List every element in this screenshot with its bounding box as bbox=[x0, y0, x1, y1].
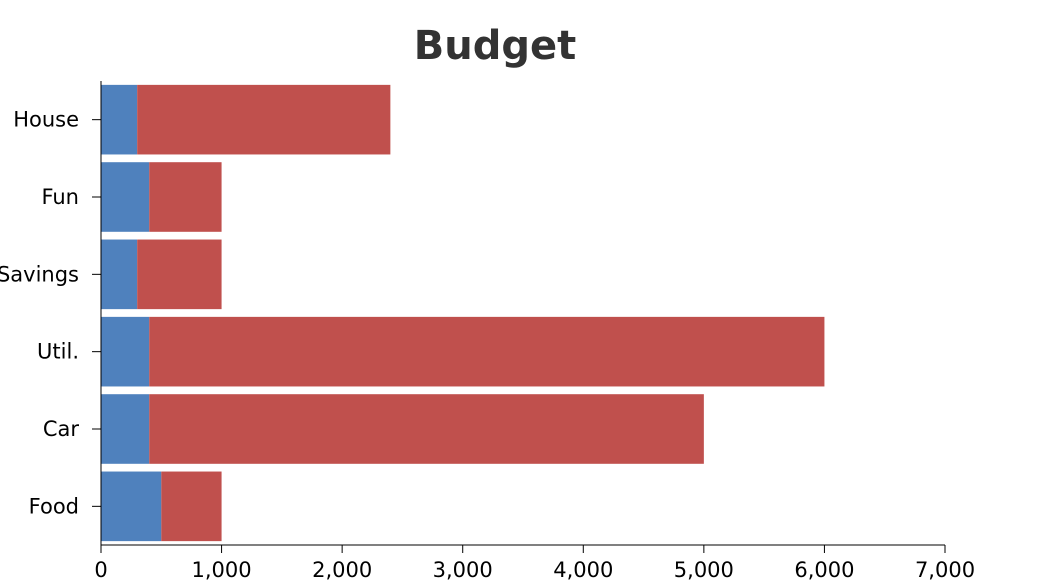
x-axis: 0 1,000 2,000 3,000 4,000 5,000 6,000 7,000 bbox=[94, 544, 975, 582]
bar-house-segment-2 bbox=[137, 84, 391, 155]
bar-car-segment-1 bbox=[101, 394, 150, 464]
bar-fun-segment-2 bbox=[149, 162, 222, 232]
x-tick-label: 1,000 bbox=[192, 558, 252, 582]
x-tick-label: 4,000 bbox=[553, 558, 613, 582]
bar-food-segment-2 bbox=[161, 471, 222, 542]
x-tick-label: 3,000 bbox=[433, 558, 493, 582]
bar-util-segment-1 bbox=[101, 316, 150, 387]
bar-savings-segment-1 bbox=[101, 239, 138, 310]
y-tick-label: Fun bbox=[41, 185, 79, 209]
x-tick-label: 7,000 bbox=[915, 558, 975, 582]
y-tick-label: Car bbox=[43, 417, 80, 441]
y-tick-label: Util. bbox=[37, 340, 79, 364]
y-tick-label: House bbox=[13, 108, 79, 132]
bar-house-segment-1 bbox=[101, 84, 138, 155]
x-tick-label: 5,000 bbox=[674, 558, 734, 582]
bars-group bbox=[101, 84, 825, 542]
x-tick-label: 6,000 bbox=[794, 558, 854, 582]
chart-title: Budget bbox=[414, 23, 576, 69]
bar-savings-segment-2 bbox=[137, 239, 222, 310]
bar-fun-segment-1 bbox=[101, 162, 150, 232]
bar-util-segment-2 bbox=[149, 316, 825, 387]
bar-food-segment-1 bbox=[101, 471, 162, 542]
bar-car-segment-2 bbox=[149, 394, 704, 464]
y-axis: House Fun Savings Util. Car Food bbox=[0, 81, 102, 545]
x-tick-label: 2,000 bbox=[312, 558, 372, 582]
y-tick-label: Food bbox=[29, 494, 79, 518]
y-tick-label: Savings bbox=[0, 262, 79, 286]
x-tick-label: 0 bbox=[94, 558, 107, 582]
